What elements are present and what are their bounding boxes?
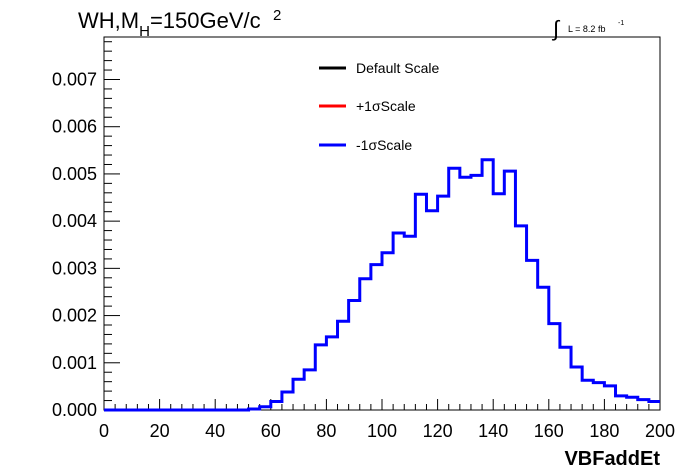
y-tick-label: 0.002 xyxy=(52,306,97,326)
y-tick-label: 0.000 xyxy=(52,400,97,420)
y-tick-label: 0.006 xyxy=(52,117,97,137)
legend-label-default-scale: Default Scale xyxy=(356,60,439,76)
x-tick-label: 160 xyxy=(534,421,564,441)
y-tick-label: 0.004 xyxy=(52,211,97,231)
x-axis-label: VBFaddEt xyxy=(564,448,660,470)
chart-title-prefix: WH,M xyxy=(78,8,139,33)
x-tick-label: 20 xyxy=(150,421,170,441)
chart-title: WH,MH=150GeV/c xyxy=(78,8,261,40)
series-line xyxy=(104,158,660,412)
series-layer xyxy=(104,158,660,412)
legend-label-minus-sigma: -1σScale xyxy=(356,137,412,153)
y-tick-label: 0.005 xyxy=(52,164,97,184)
axes-layer: 0 20 40 60 80 100 120 140 160 180 200 0.000 0.001 0.0… xyxy=(52,41,675,441)
legend: Default Scale +1σScale -1σScale xyxy=(319,60,439,153)
integral-symbol: ∫ xyxy=(551,16,561,41)
x-tick-label: 180 xyxy=(589,421,619,441)
x-tick-label: 140 xyxy=(478,421,508,441)
lumi-label: L = 8.2 fb xyxy=(568,24,605,34)
y-tick-label: 0.003 xyxy=(52,258,97,278)
x-tick-label: 80 xyxy=(316,421,336,441)
x-tick-label: 200 xyxy=(645,421,675,441)
x-tick-label: 60 xyxy=(261,421,281,441)
legend-label-plus-sigma: +1σScale xyxy=(356,98,416,114)
x-tick-label: 0 xyxy=(99,421,109,441)
chart-title-subscript: H xyxy=(139,23,150,40)
y-tick-label: 0.001 xyxy=(52,353,97,373)
chart-title-superscript: 2 xyxy=(273,7,281,24)
x-tick-label: 40 xyxy=(205,421,225,441)
x-tick-label: 120 xyxy=(423,421,453,441)
y-tick-label: 0.007 xyxy=(52,69,97,89)
lumi-superscript: -1 xyxy=(618,20,624,27)
chart-title-main: =150GeV/c xyxy=(150,8,261,33)
x-tick-label: 100 xyxy=(367,421,397,441)
